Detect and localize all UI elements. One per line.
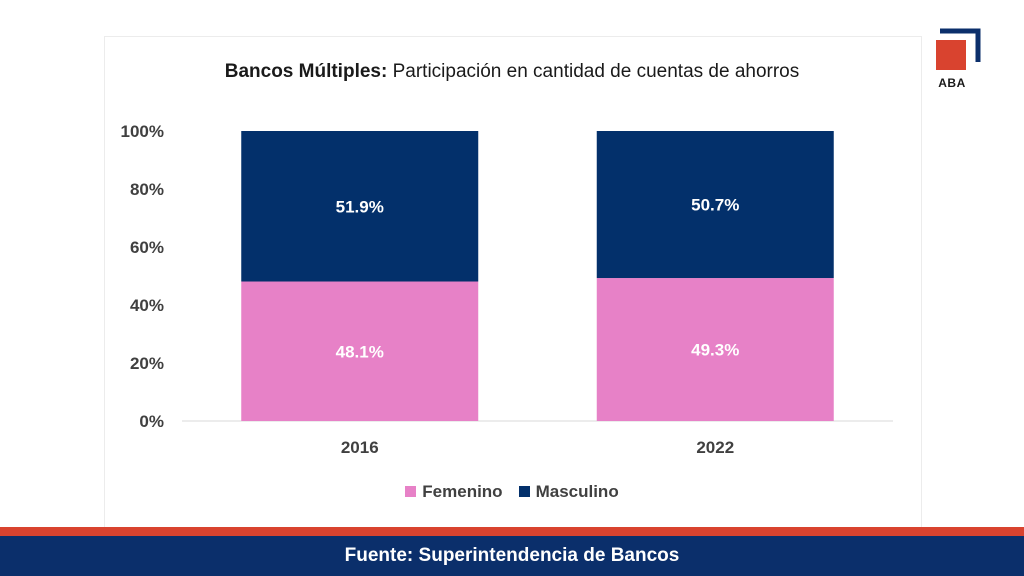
- x-tick-label: 2016: [341, 438, 379, 457]
- chart-title-bold: Bancos Múltiples:: [224, 61, 388, 82]
- chart-title-rest: Participación en cantidad de cuentas de …: [392, 61, 800, 82]
- y-tick-label: 60%: [130, 238, 164, 257]
- bar-segment-masculino: [241, 131, 479, 282]
- legend-item-masculino: Masculino: [518, 482, 619, 502]
- logo-text: ABA: [938, 76, 966, 90]
- logo-square-mark: [936, 40, 966, 70]
- y-tick-label: 80%: [130, 180, 164, 199]
- data-label: 49.3%: [691, 341, 739, 360]
- y-tick-label: 20%: [130, 354, 164, 373]
- data-label: 48.1%: [336, 342, 384, 361]
- bar-segment-femenino: [596, 278, 834, 421]
- data-label: 51.9%: [336, 197, 384, 216]
- logo-corner-mark: [940, 28, 981, 62]
- legend-label: Femenino: [422, 482, 503, 501]
- footer-accent-stripe: [0, 527, 1024, 536]
- chart-title: Bancos Múltiples: Participación en canti…: [104, 58, 920, 85]
- x-tick-label: 2022: [696, 438, 734, 457]
- bar-segment-femenino: [241, 281, 479, 421]
- chart-legend: Femenino Masculino: [0, 482, 1024, 502]
- aba-logo-icon: [936, 28, 981, 70]
- y-tick-label: 0%: [139, 412, 164, 431]
- legend-item-femenino: Femenino: [405, 482, 503, 502]
- legend-swatch: [405, 486, 417, 497]
- legend-swatch: [518, 486, 530, 497]
- y-tick-label: 40%: [130, 296, 164, 315]
- source-text: Fuente: Superintendencia de Bancos: [344, 545, 680, 566]
- footer-bar: Fuente: Superintendencia de Bancos: [0, 536, 1024, 576]
- bar-segment-masculino: [596, 131, 834, 279]
- data-label: 50.7%: [691, 196, 739, 215]
- y-tick-label: 100%: [121, 122, 164, 141]
- legend-label: Masculino: [535, 482, 619, 501]
